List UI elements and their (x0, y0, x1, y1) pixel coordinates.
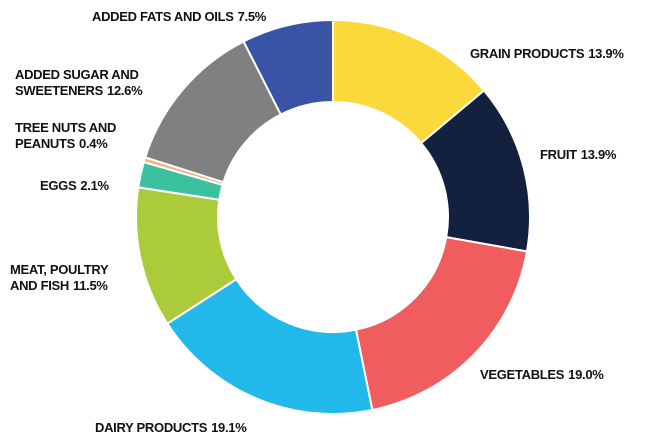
slice-label: MEAT, POULTRY AND FISH 11.5% (10, 262, 135, 294)
value-label: 11.5% (73, 278, 108, 293)
slice (354, 235, 529, 412)
category-name: VEGETABLES (480, 367, 565, 382)
value-label: 12.6% (107, 83, 143, 98)
slice-label: ADDED FATS AND OILS 7.5% (92, 9, 322, 25)
category-name: ADDED FATS AND OILS (92, 9, 234, 24)
slice-label: DAIRY PRODUCTS 19.1% (95, 420, 295, 436)
value-label: 13.9% (580, 147, 617, 162)
slice-label: TREE NUTS AND PEANUTS 0.4% (15, 120, 145, 152)
category-name: TREE NUTS AND PEANUTS (15, 120, 117, 151)
category-name: GRAIN PRODUCTS (470, 46, 585, 61)
slice-label: FRUIT 13.9% (540, 147, 660, 163)
value-label: 7.5% (237, 9, 267, 24)
value-label: 0.4% (79, 136, 108, 151)
slice-label: EGGS 2.1% (40, 178, 140, 194)
category-name: FRUIT (540, 147, 577, 162)
value-label: 13.9% (588, 46, 624, 61)
slice (165, 277, 374, 415)
category-name: MEAT, POULTRY AND FISH (10, 262, 109, 293)
slice-label: ADDED SUGAR AND SWEETENERS 12.6% (15, 67, 180, 99)
value-label: 19.1% (211, 420, 247, 435)
category-name: DAIRY PRODUCTS (95, 420, 208, 435)
category-name: ADDED SUGAR AND SWEETENERS (15, 67, 139, 98)
slice (242, 18, 334, 116)
value-label: 2.1% (80, 178, 109, 193)
category-name: EGGS (40, 178, 77, 193)
slice-label: VEGETABLES 19.0% (480, 367, 650, 383)
slice-label: GRAIN PRODUCTS 13.9% (470, 46, 660, 62)
value-label: 19.0% (568, 367, 604, 382)
